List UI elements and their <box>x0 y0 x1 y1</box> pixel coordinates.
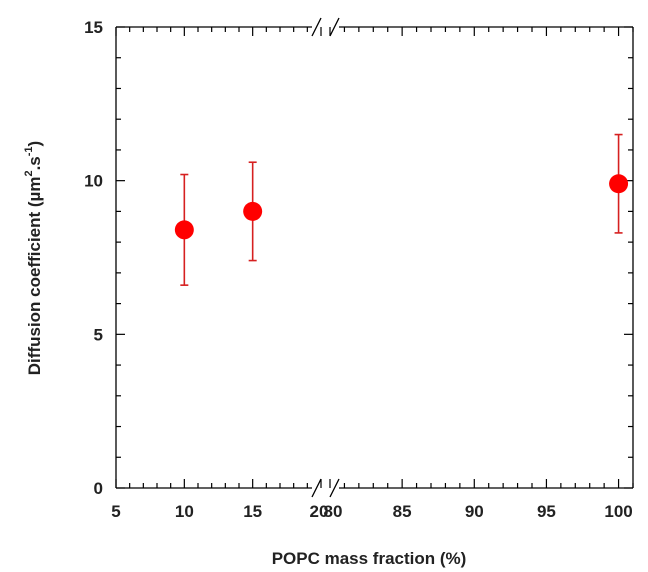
point-marker <box>243 201 263 221</box>
x-tick-label: 80 <box>324 502 343 521</box>
y-axis-title-prefix: Diffusion coefficient (µm <box>25 177 44 376</box>
x-tick-label: 15 <box>243 502 262 521</box>
y-tick-label: 15 <box>84 18 103 37</box>
point-marker <box>609 174 629 194</box>
y-axis-title-sup1: 2 <box>23 170 35 176</box>
x-tick-label: 10 <box>175 502 194 521</box>
plot-frame <box>115 17 634 498</box>
y-tick-label: 5 <box>94 325 103 344</box>
x-tick-label: 5 <box>111 502 120 521</box>
x-tick-label: 95 <box>537 502 556 521</box>
y-axis-title: Diffusion coefficient (µm2.s-1) <box>23 141 44 375</box>
points-layer <box>174 133 629 286</box>
top-break-mark-2 <box>329 17 340 37</box>
y-tick-label: 0 <box>94 479 103 498</box>
point-marker <box>174 220 194 240</box>
y-axis-title-mid: .s <box>25 156 44 170</box>
data-point <box>609 133 629 234</box>
x-axis-title: POPC mass fraction (%) <box>272 549 467 568</box>
top-break-mark-1 <box>311 17 322 37</box>
x-tick-label: 20 <box>310 502 329 521</box>
y-axis-title-sup2: -1 <box>23 146 35 156</box>
bottom-break-mark-2 <box>329 478 340 498</box>
bottom-break-mark-1 <box>311 478 322 498</box>
x-tick-label: 85 <box>393 502 412 521</box>
data-point <box>174 173 194 286</box>
x-tick-label: 90 <box>465 502 484 521</box>
data-point <box>243 161 263 262</box>
ticks-layer <box>115 26 634 489</box>
y-tick-label: 10 <box>84 172 103 191</box>
x-tick-label: 100 <box>604 502 632 521</box>
y-axis-title-suffix: ) <box>25 141 44 147</box>
